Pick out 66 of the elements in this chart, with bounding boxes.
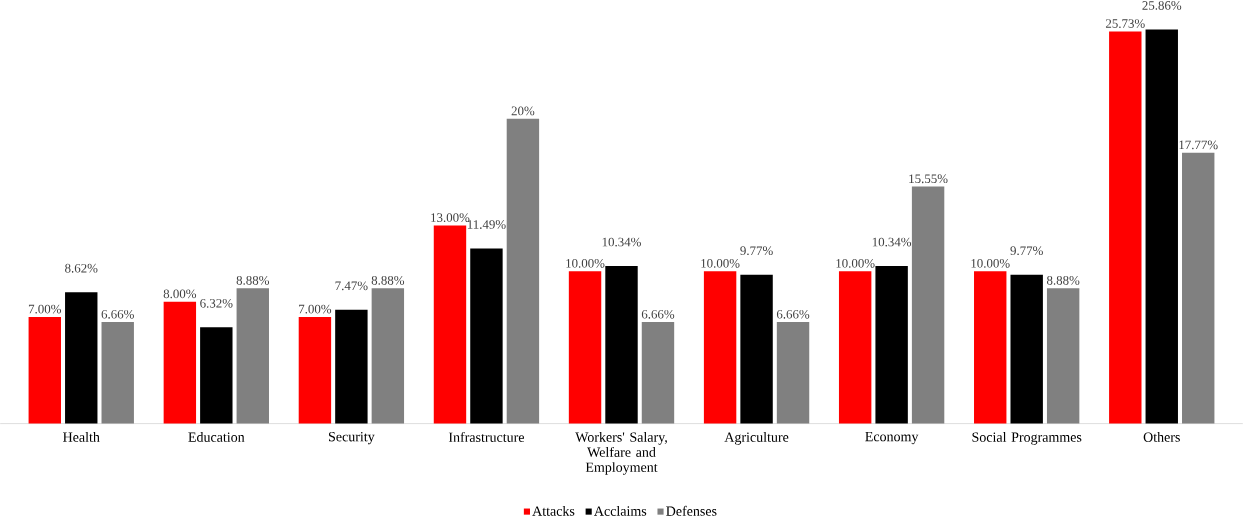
bar <box>470 248 503 424</box>
data-label: 9.77% <box>740 246 773 256</box>
data-label: 7.00% <box>28 304 62 314</box>
bar <box>740 274 773 424</box>
data-label: 10.00% <box>701 259 740 268</box>
data-label: 25.73% <box>1105 19 1145 29</box>
bar <box>371 288 405 424</box>
data-label: 8.62% <box>65 264 98 273</box>
bar <box>641 322 675 424</box>
x-tick-label: Education <box>188 432 245 443</box>
bar <box>1109 31 1142 424</box>
legend-label: Defenses <box>666 506 717 517</box>
bar <box>1046 288 1080 424</box>
bar <box>875 266 908 424</box>
legend-label: Acclaims <box>594 506 647 516</box>
x-tick-label: Social Programmes <box>972 432 1082 445</box>
bar <box>568 271 602 424</box>
data-label: 15.55% <box>909 174 948 184</box>
data-label: 7.00% <box>299 304 332 314</box>
data-label: 8.00% <box>163 289 197 299</box>
bar <box>974 271 1007 424</box>
bar <box>776 322 810 424</box>
bar <box>101 322 134 424</box>
data-label: 6.66% <box>641 310 675 319</box>
x-tick-label: Security <box>329 432 375 445</box>
data-label: 9.77% <box>1010 246 1043 256</box>
legend-label: Attacks <box>532 506 575 516</box>
data-label: 10.34% <box>872 237 912 247</box>
data-label: 10.00% <box>836 259 875 268</box>
bar <box>200 327 233 424</box>
bar <box>911 186 945 424</box>
x-tick-label: Workers' Salary, Welfare and Employment <box>575 432 667 476</box>
bar <box>1145 29 1178 424</box>
bar <box>605 266 638 424</box>
data-label: 10.00% <box>971 259 1010 268</box>
bar <box>433 225 467 424</box>
bar <box>703 271 737 424</box>
bar <box>1010 274 1043 424</box>
x-tick-label: Economy <box>865 432 919 445</box>
data-label: 8.88% <box>371 276 405 285</box>
x-tick-label: Health <box>63 432 100 443</box>
bar <box>1182 152 1215 424</box>
data-label: 13.00% <box>431 213 470 223</box>
x-tick-label: Infrastructure <box>448 432 525 443</box>
bar <box>335 309 368 424</box>
x-tick-label: Agriculture <box>724 432 789 445</box>
data-label: 25.86% <box>1142 1 1182 11</box>
x-tick-label: Others <box>1143 432 1180 443</box>
data-label: 8.88% <box>1046 276 1080 285</box>
bar <box>65 292 98 424</box>
data-label: 17.77% <box>1179 140 1218 150</box>
bar <box>838 271 872 424</box>
data-label: 20% <box>511 106 535 116</box>
bar <box>28 317 61 424</box>
bar <box>236 288 269 424</box>
data-label: 8.88% <box>236 276 270 285</box>
bar <box>298 317 332 424</box>
data-label: 6.66% <box>776 310 810 319</box>
data-label: 7.47% <box>335 281 368 291</box>
data-label: 10.34% <box>602 237 641 247</box>
data-label: 6.32% <box>200 299 233 308</box>
data-label: 10.00% <box>566 259 605 268</box>
bar <box>163 301 197 424</box>
bar <box>506 118 540 424</box>
data-label: 6.66% <box>101 310 134 319</box>
data-label: 11.49% <box>467 220 506 230</box>
